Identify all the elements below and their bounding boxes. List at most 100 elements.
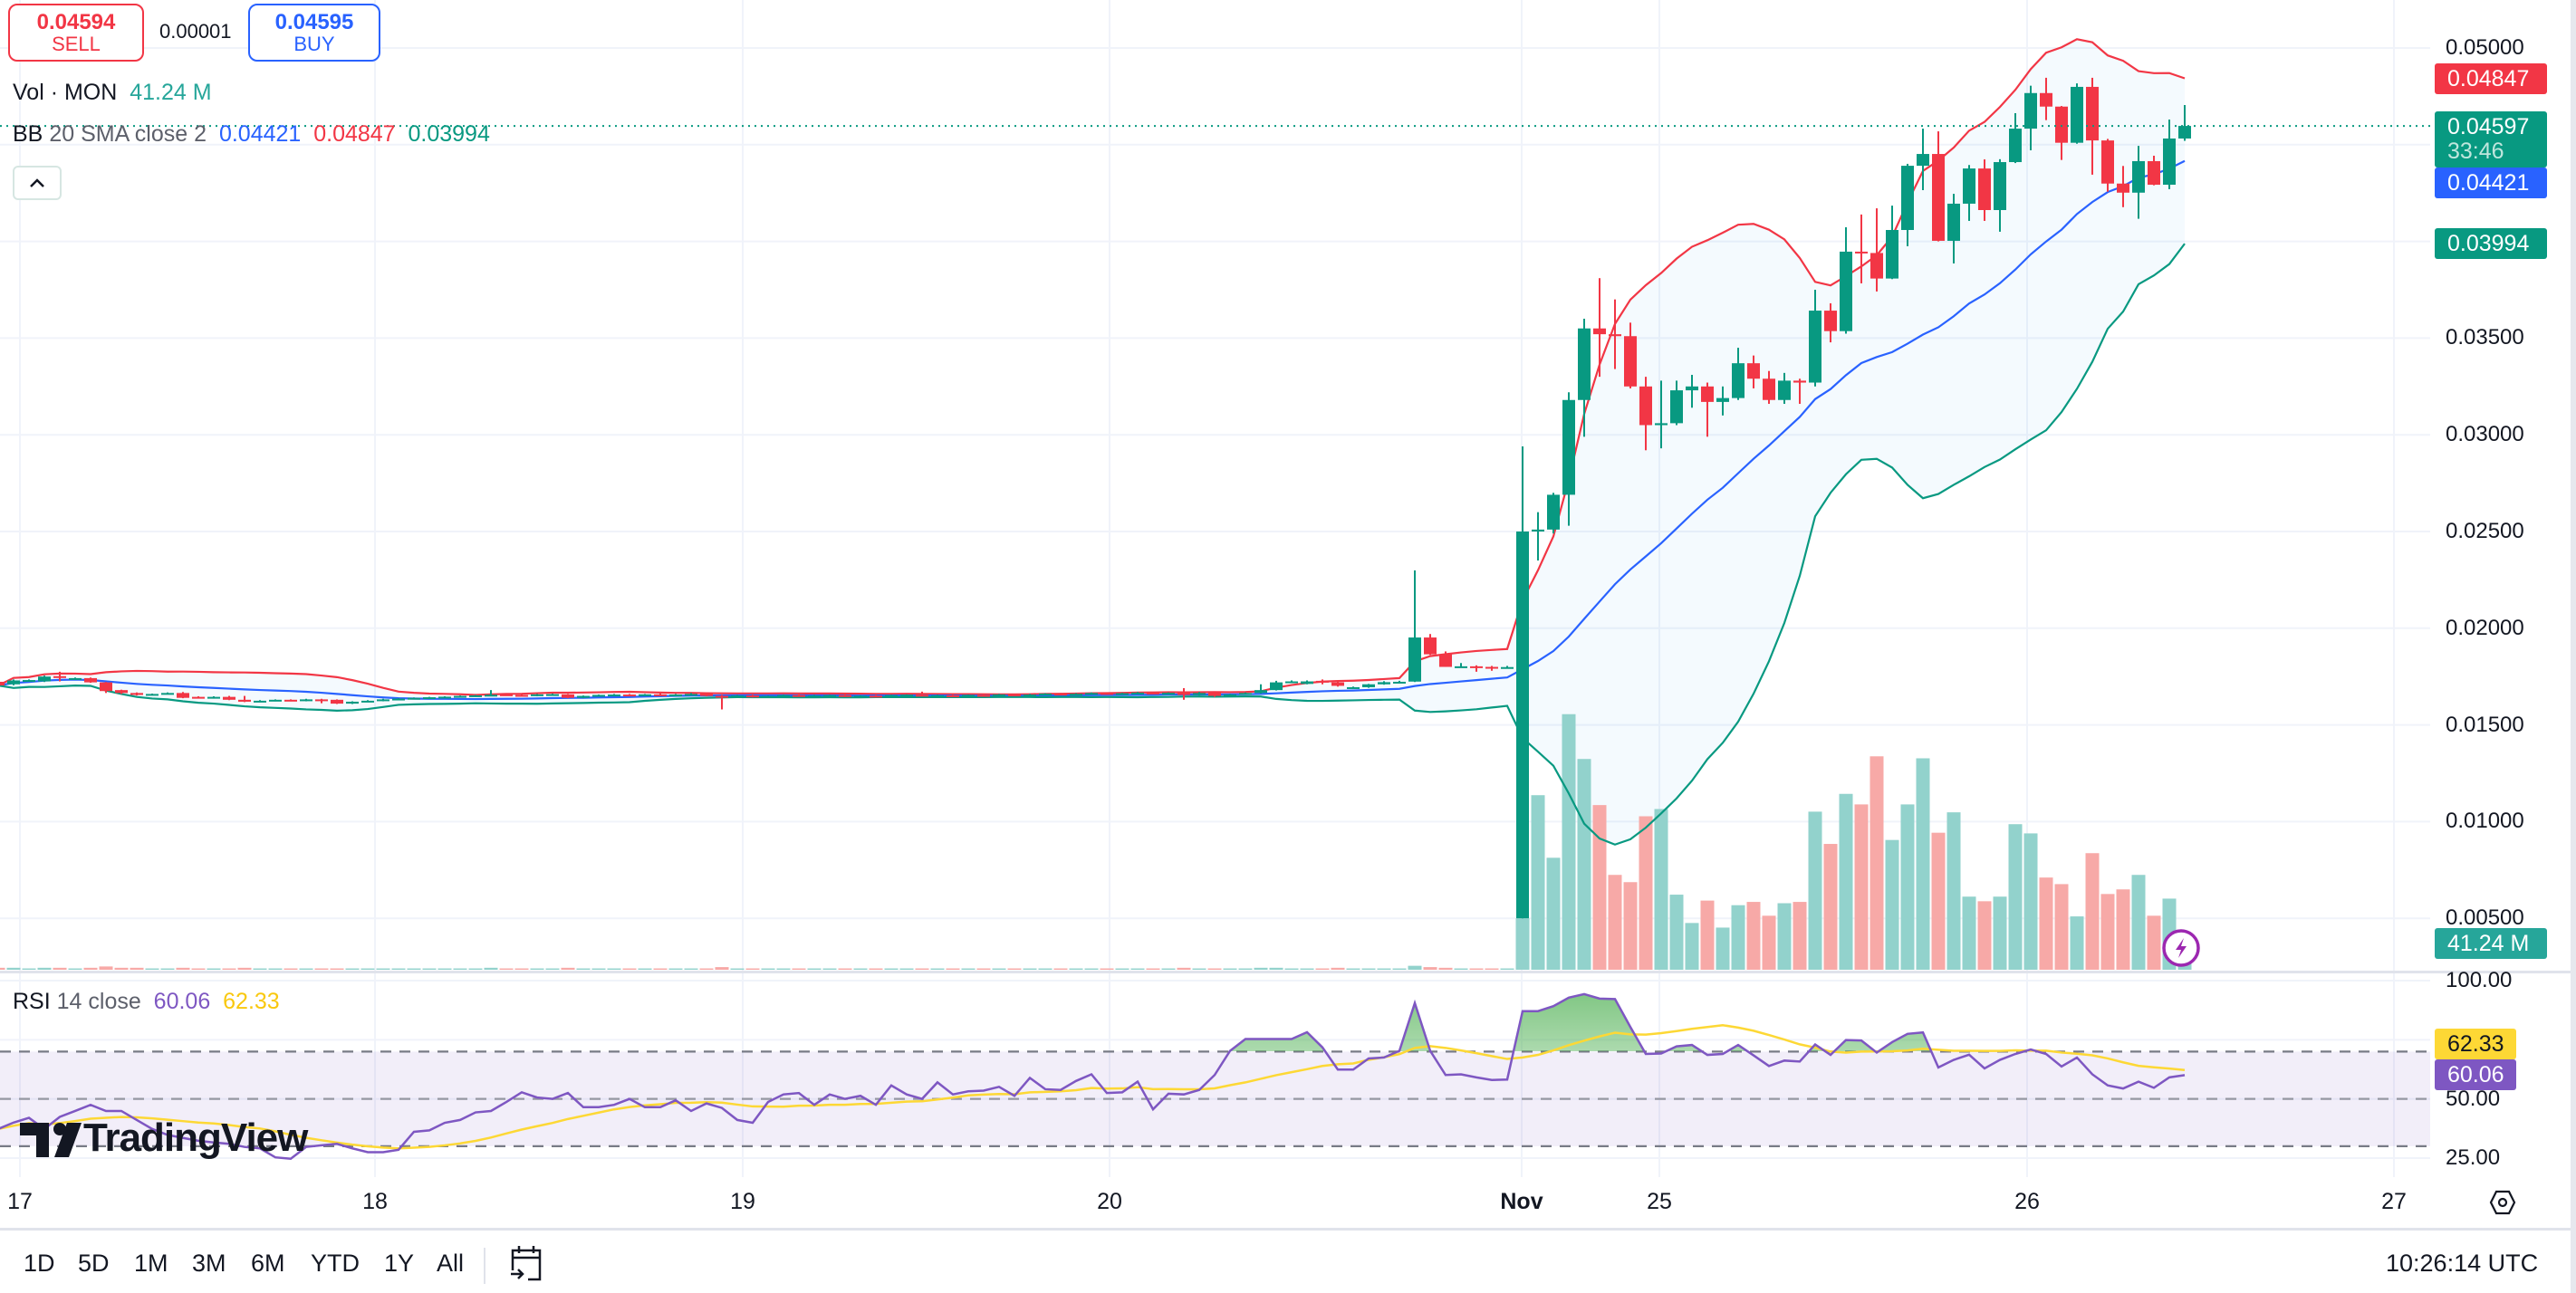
range-all[interactable]: All (437, 1250, 465, 1277)
clock-utc[interactable]: 10:26:14 UTC (2386, 1250, 2539, 1277)
candle-body (900, 694, 913, 697)
volume-bar (1146, 968, 1160, 970)
candle-body (392, 698, 405, 701)
candle-body (146, 694, 159, 696)
candle-body (346, 701, 359, 704)
volume-bar (838, 968, 852, 970)
rsi-overbought-fill (1229, 993, 2037, 1051)
rsi-legend-params: 14 close (56, 989, 141, 1014)
volume-bar (745, 968, 760, 970)
candles (0, 77, 2191, 919)
bollinger-legend[interactable]: BB 20 SMA close 2 0.04421 0.04847 0.0399… (13, 121, 490, 148)
volume-bar (1993, 896, 2007, 970)
volume-bar (591, 968, 606, 970)
sell-button[interactable]: 0.04594 SELL (8, 4, 144, 62)
pane-separator[interactable] (0, 971, 2571, 973)
volume-bar (1777, 903, 1792, 970)
candle-body (2009, 129, 2022, 163)
time-axis-label: 17 (7, 1189, 33, 1214)
candle-body (1901, 166, 1914, 230)
candle-body (1578, 328, 1591, 400)
volume-bar (1423, 967, 1437, 970)
candle-body (1085, 693, 1098, 695)
last-price-badge: 0.04597 33:46 (2435, 111, 2547, 168)
range-1y[interactable]: 1Y (384, 1250, 415, 1277)
range-ytd[interactable]: YTD (311, 1250, 360, 1277)
candle-body (977, 694, 990, 697)
candle-body (223, 696, 235, 700)
volume-bar (1192, 968, 1206, 970)
candle-body (2148, 160, 2160, 186)
volume-bar (684, 968, 698, 970)
candle-body (284, 699, 297, 702)
candle-body (762, 695, 774, 698)
candle-body (1855, 251, 1868, 254)
rsi-legend[interactable]: RSI 14 close 60.06 62.33 (13, 989, 280, 1015)
volume-bar (1977, 901, 1992, 970)
rsi-scale-label: 25.00 (2446, 1145, 2501, 1170)
volume-bar (2008, 824, 2023, 970)
volume-bar (1346, 968, 1360, 970)
volume-bar (160, 968, 175, 970)
buy-button[interactable]: 0.04595 BUY (248, 4, 380, 62)
candle-body (777, 694, 790, 697)
volume-bar (1639, 816, 1653, 970)
volume-bar (946, 968, 960, 970)
volume-bar (53, 967, 67, 970)
candle-body (608, 694, 620, 697)
candle-body (485, 694, 497, 697)
candle-body (1886, 229, 1898, 279)
candle-body (1947, 203, 1960, 241)
range-5d[interactable]: 5D (78, 1250, 110, 1277)
volume-bar (207, 968, 221, 970)
collapse-legend-button[interactable] (13, 166, 62, 200)
volume-bar (268, 968, 283, 970)
candle-body (2040, 92, 2052, 107)
candle-body (315, 699, 328, 702)
calendar-goto-icon[interactable] (508, 1243, 544, 1283)
volume-bar (499, 968, 514, 970)
alert-lightning-icon[interactable] (2162, 929, 2200, 967)
candle-body (1208, 693, 1221, 696)
price-scale-label: 0.03500 (2446, 325, 2524, 350)
candle-body (238, 699, 251, 702)
candle-body (1054, 693, 1067, 695)
volume-bar (514, 968, 529, 970)
volume-bar (607, 968, 621, 970)
volume-bar (653, 968, 668, 970)
volume-bar (1377, 968, 1391, 970)
candle-body (1778, 380, 1791, 400)
volume-bar (792, 968, 806, 970)
volume-legend-value: 41.24 M (130, 80, 212, 105)
volume-bar (1361, 968, 1376, 970)
range-1d[interactable]: 1D (24, 1250, 55, 1277)
range-3m[interactable]: 3M (192, 1250, 226, 1277)
volume-bar (1962, 896, 1976, 970)
volume-legend[interactable]: Vol · MON 41.24 M (13, 80, 212, 106)
rsi-scale-label: 50.00 (2446, 1086, 2501, 1111)
range-6m[interactable]: 6M (251, 1250, 285, 1277)
hexagon-settings-icon[interactable] (2489, 1189, 2516, 1216)
volume-bar (1916, 758, 1930, 970)
range-1m[interactable]: 1M (134, 1250, 168, 1277)
volume-bar (2054, 884, 2069, 970)
volume-bar (545, 968, 560, 970)
candle-body (1532, 529, 1544, 532)
candle-body (377, 699, 389, 702)
volume-bar (68, 968, 82, 970)
candle-body (562, 694, 574, 698)
volume-bar (1515, 918, 1530, 970)
candle-body (823, 694, 836, 697)
candle-body (207, 696, 220, 699)
right-scrollbar[interactable] (2571, 0, 2576, 1293)
chevron-up-icon (30, 178, 44, 187)
candle-body (623, 694, 636, 697)
volume-bar (314, 968, 329, 970)
candle-body (1424, 637, 1437, 655)
volume-bar (1669, 895, 1684, 970)
volume-bar (407, 968, 421, 970)
time-axis-label: Nov (1500, 1189, 1543, 1214)
bollinger-lower-line (0, 243, 2186, 846)
candle-body (577, 695, 590, 698)
